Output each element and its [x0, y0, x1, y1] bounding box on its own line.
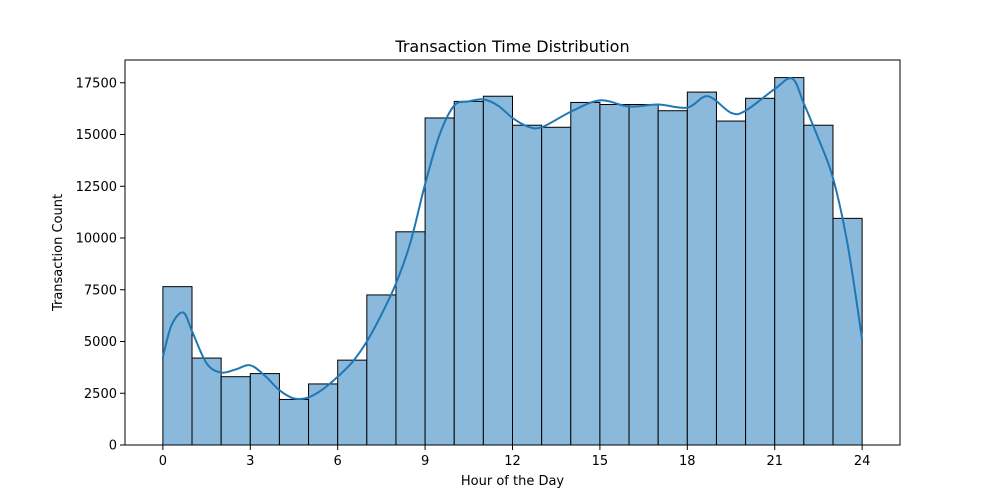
- histogram-bar: [308, 383, 339, 446]
- bars-layer: [162, 77, 863, 446]
- histogram-bar: [512, 124, 543, 446]
- histogram-bar: [832, 217, 863, 446]
- x-tick-label: 12: [504, 454, 521, 469]
- histogram-bar: [482, 95, 513, 446]
- histogram-bar: [657, 110, 688, 446]
- histogram-bar: [599, 104, 630, 446]
- y-tick-label: 5000: [84, 335, 117, 350]
- histogram-bar: [774, 77, 805, 446]
- histogram-bar: [395, 231, 426, 446]
- histogram-bar: [191, 357, 222, 446]
- x-tick-label: 6: [334, 454, 342, 469]
- histogram-bar: [570, 101, 601, 446]
- histogram-bar: [803, 124, 834, 446]
- x-tick-label: 0: [159, 454, 167, 469]
- y-axis-ticks: 0 2500 5000 7500 10000 12500 15000 17500: [76, 76, 125, 454]
- y-tick-label: 7500: [84, 283, 117, 298]
- x-tick-label: 15: [592, 454, 609, 469]
- kde-line: [161, 77, 864, 401]
- y-tick-label: 15000: [76, 128, 117, 143]
- x-tick-label: 9: [421, 454, 429, 469]
- histogram-bar: [366, 294, 397, 446]
- x-axis-label: Hour of the Day: [461, 474, 565, 489]
- histogram-bar: [541, 126, 572, 446]
- y-tick-label: 12500: [76, 180, 117, 195]
- histogram-bar: [686, 91, 717, 446]
- histogram-bar: [278, 398, 310, 446]
- histogram-bar: [220, 376, 251, 446]
- histogram-bar: [628, 104, 659, 446]
- y-tick-label: 2500: [84, 387, 117, 402]
- x-axis-ticks: 0 3 6 9 12 15 18 21 24: [159, 445, 871, 469]
- histogram-bar: [249, 373, 280, 446]
- x-tick-label: 18: [679, 454, 696, 469]
- x-tick-label: 3: [246, 454, 254, 469]
- y-tick-label: 17500: [76, 76, 117, 91]
- histogram-bar: [424, 117, 455, 446]
- y-tick-label: 10000: [76, 232, 117, 247]
- chart-title: Transaction Time Distribution: [394, 37, 629, 56]
- histogram-bar: [162, 286, 193, 446]
- x-tick-label: 24: [854, 454, 871, 469]
- histogram-bar: [453, 100, 484, 446]
- histogram-bar: [745, 97, 776, 446]
- histogram-bar: [715, 120, 747, 446]
- histogram-bar: [337, 359, 368, 446]
- x-tick-label: 21: [766, 454, 783, 469]
- y-axis-label: Transaction Count: [51, 194, 66, 312]
- y-tick-label: 0: [109, 439, 117, 454]
